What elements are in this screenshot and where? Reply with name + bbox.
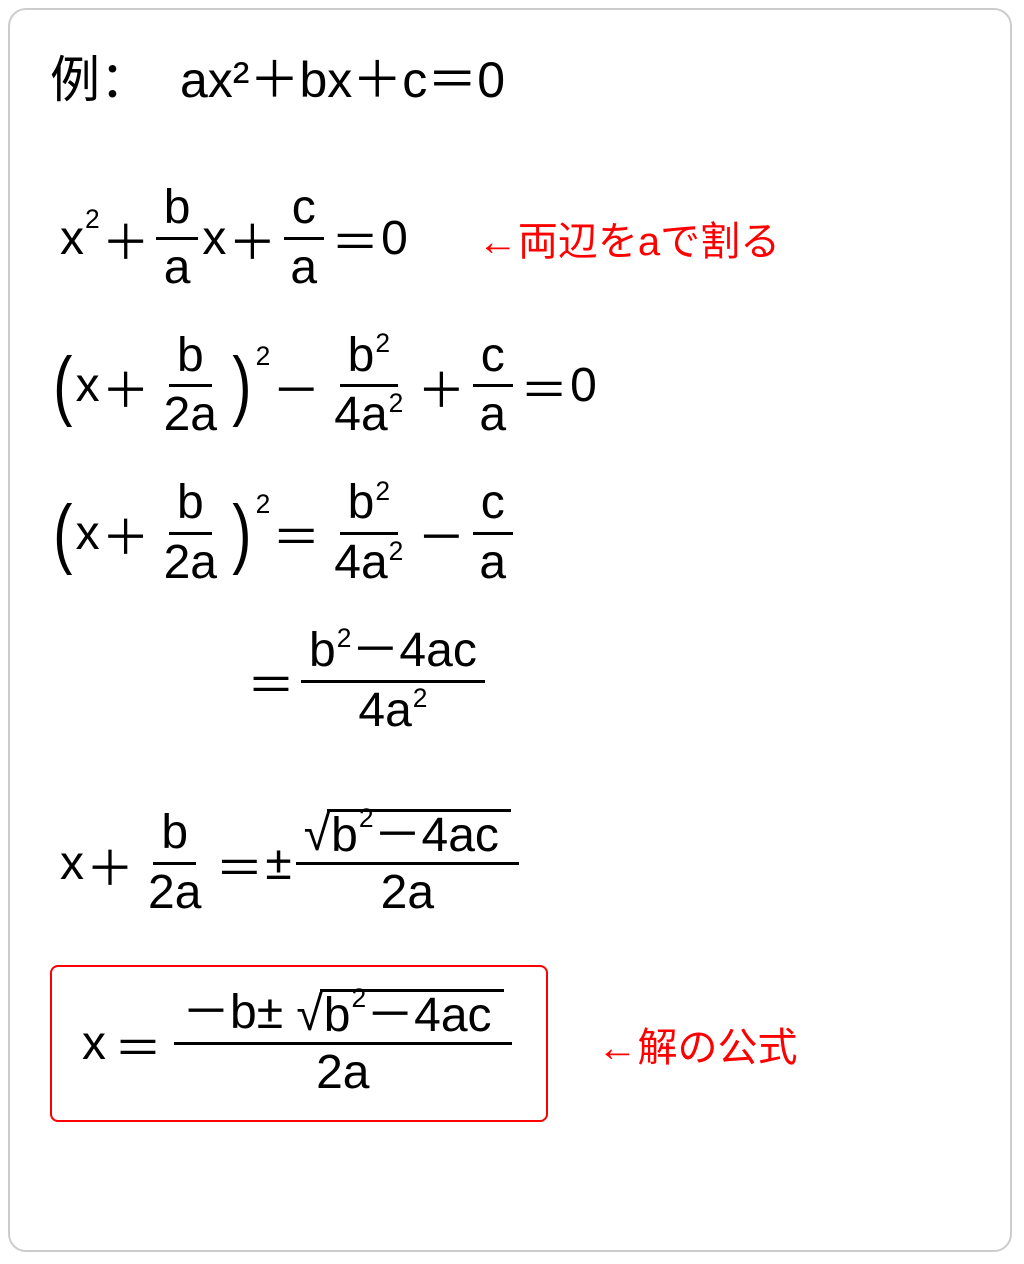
frac-b2-4a2-rhs: b2 4a2: [326, 477, 411, 590]
step1-row: x2 ＋ b a x ＋ c a ＝ 0 ←両辺をaで割る: [60, 182, 970, 295]
sqrt-icon: √: [304, 811, 330, 862]
step4-row: ＝ b2－4ac 4a2: [245, 625, 970, 738]
frac-c-a-3: c a: [471, 477, 514, 590]
header-line: 例： ax²＋bx＋c＝0: [50, 40, 970, 112]
step2-row: ( x ＋ b 2a )2 － b2 4a2 ＋ c a ＝ 0: [50, 330, 970, 443]
example-label: 例：: [50, 40, 150, 112]
frac-b-2a: b 2a: [156, 330, 225, 443]
frac-sqrt-over-2a: √ b2－4ac 2a: [296, 807, 519, 920]
exp-2: 2: [85, 204, 100, 235]
frac-c-a-2: c a: [471, 330, 514, 443]
frac-c-a: c a: [282, 182, 325, 295]
frac-b-2a-3: b 2a: [140, 807, 209, 920]
frac-b-2a-2: b 2a: [156, 477, 225, 590]
step3-row: ( x ＋ b 2a )2 ＝ b2 4a2 － c a: [50, 477, 970, 590]
frac-b-a: b a: [156, 182, 199, 295]
header-equation: ax²＋bx＋c＝0: [180, 40, 505, 112]
result-note: ←解の公式: [598, 1015, 798, 1073]
step1-note: ←両辺をaで割る: [478, 209, 780, 267]
sqrt-discriminant: √ b2－4ac: [304, 809, 511, 860]
quadratic-formula-frac: －b± √ b2－4ac 2a: [174, 987, 512, 1100]
frac-b2-4ac-over-4a2: b2－4ac 4a2: [301, 625, 485, 738]
sqrt-discriminant-result: √ b2－4ac: [296, 989, 503, 1040]
step5-row: x ＋ b 2a ＝ ± √ b2－4ac 2a: [60, 807, 970, 920]
sqrt-icon: √: [296, 991, 322, 1042]
derivation-panel: 例： ax²＋bx＋c＝0 x2 ＋ b a x ＋ c a ＝ 0 ←両辺をa…: [8, 8, 1012, 1252]
result-box: x ＝ －b± √ b2－4ac 2a: [50, 965, 548, 1122]
result-row: x ＝ －b± √ b2－4ac 2a ←解の公式: [50, 965, 970, 1122]
x: x: [60, 211, 84, 266]
frac-b2-4a2: b2 4a2: [326, 330, 411, 443]
